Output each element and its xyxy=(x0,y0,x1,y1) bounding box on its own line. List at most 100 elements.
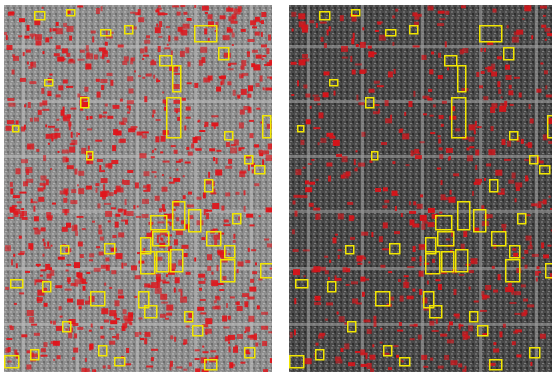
left-red-detection xyxy=(230,147,238,154)
right-red-detection xyxy=(527,304,535,308)
left-red-detection xyxy=(51,138,54,142)
right-red-detection xyxy=(410,150,414,157)
left-red-detection xyxy=(109,327,115,330)
right-red-detection xyxy=(531,203,538,207)
left-red-detection xyxy=(34,229,41,235)
left-yellow-box xyxy=(159,55,173,67)
left-red-detection xyxy=(160,293,168,300)
left-red-detection xyxy=(259,153,264,157)
right-red-detection xyxy=(319,21,327,24)
left-red-detection xyxy=(5,125,12,131)
right-red-detection xyxy=(466,147,470,151)
left-red-detection xyxy=(206,213,210,220)
left-red-detection xyxy=(35,279,43,283)
right-red-detection xyxy=(374,104,380,107)
left-red-detection xyxy=(62,79,68,84)
left-red-detection xyxy=(87,128,92,131)
left-red-detection xyxy=(159,21,163,28)
right-red-detection xyxy=(418,243,426,250)
left-red-detection xyxy=(56,118,60,121)
right-red-detection xyxy=(352,32,355,39)
right-red-detection xyxy=(455,128,461,132)
right-red-detection xyxy=(502,323,506,328)
left-red-detection xyxy=(215,355,219,360)
left-red-detection xyxy=(80,96,88,102)
right-yellow-box xyxy=(437,231,455,247)
left-red-detection xyxy=(144,338,148,345)
left-red-detection xyxy=(210,192,217,195)
right-red-detection xyxy=(409,324,417,327)
right-red-detection xyxy=(451,230,454,237)
right-red-detection xyxy=(406,285,409,289)
right-red-detection xyxy=(514,198,517,203)
left-red-detection xyxy=(178,288,183,292)
left-red-detection xyxy=(150,357,154,362)
right-red-detection xyxy=(502,228,506,232)
left-red-detection xyxy=(262,341,268,346)
left-red-detection xyxy=(239,172,246,178)
left-red-detection xyxy=(202,324,209,328)
left-red-detection xyxy=(184,161,191,164)
right-red-detection xyxy=(335,359,343,364)
right-red-detection xyxy=(458,324,464,327)
left-red-detection xyxy=(58,306,62,311)
left-red-detection xyxy=(172,66,178,72)
left-red-detection xyxy=(258,149,263,154)
left-red-detection xyxy=(59,190,67,195)
right-red-detection xyxy=(501,139,506,145)
left-red-detection xyxy=(28,243,34,250)
left-red-detection xyxy=(195,148,202,151)
left-red-detection xyxy=(233,233,236,239)
left-red-detection xyxy=(66,85,74,88)
left-red-detection xyxy=(221,79,225,85)
left-red-detection xyxy=(194,82,199,88)
right-red-detection xyxy=(509,302,517,304)
left-red-detection xyxy=(256,107,261,110)
right-red-detection xyxy=(355,302,362,305)
left-red-detection xyxy=(96,246,101,249)
left-red-detection xyxy=(92,220,95,223)
left-red-detection xyxy=(254,183,260,187)
right-red-detection xyxy=(483,96,489,101)
left-red-detection xyxy=(9,181,13,187)
left-red-detection xyxy=(151,149,154,153)
left-red-detection xyxy=(99,236,104,241)
right-red-detection xyxy=(474,120,477,126)
right-yellow-box xyxy=(529,155,539,165)
right-yellow-box xyxy=(477,325,489,337)
left-red-detection xyxy=(72,357,76,360)
left-red-detection xyxy=(237,334,243,339)
right-red-detection xyxy=(525,175,528,182)
left-red-detection xyxy=(169,176,172,179)
left-red-detection xyxy=(98,229,103,235)
right-red-detection xyxy=(527,245,533,250)
right-red-detection xyxy=(476,126,482,129)
right-red-detection xyxy=(393,68,396,74)
right-road-horizontal xyxy=(289,100,552,103)
right-red-detection xyxy=(436,167,441,170)
left-red-detection xyxy=(198,59,203,66)
left-red-detection xyxy=(13,214,19,217)
right-red-detection xyxy=(335,356,342,361)
left-red-detection xyxy=(233,8,241,15)
right-red-detection xyxy=(392,15,396,19)
left-red-detection xyxy=(22,52,25,57)
left-red-detection xyxy=(267,76,272,79)
left-red-detection xyxy=(117,289,123,295)
right-red-detection xyxy=(378,108,381,114)
left-red-detection xyxy=(95,183,100,187)
left-red-detection xyxy=(143,189,151,192)
left-red-detection xyxy=(47,90,52,96)
left-yellow-box xyxy=(192,325,204,337)
left-red-detection xyxy=(156,235,159,239)
left-red-detection xyxy=(26,350,32,354)
left-red-detection xyxy=(217,249,224,252)
left-red-detection xyxy=(113,129,119,136)
right-aerial-image-panel xyxy=(289,5,552,372)
right-yellow-box xyxy=(347,321,357,333)
left-red-detection xyxy=(231,32,235,38)
right-red-detection xyxy=(424,262,430,265)
left-red-detection xyxy=(219,251,225,258)
left-red-detection xyxy=(85,151,92,155)
left-red-detection xyxy=(21,334,28,338)
